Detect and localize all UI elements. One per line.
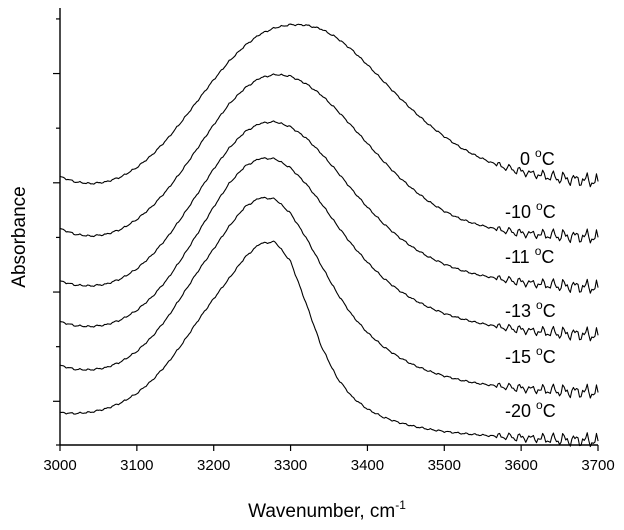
series-label-3: -13 oC xyxy=(505,298,556,321)
x-tick-label-3700: 3700 xyxy=(581,457,614,474)
series-label-degree-4: o xyxy=(536,344,543,358)
series-label-main-0: 0 xyxy=(520,149,535,169)
series-label-main-2: -11 xyxy=(505,247,535,267)
x-tick-label-3500: 3500 xyxy=(428,457,461,474)
series-label-degree-1: o xyxy=(536,199,543,213)
series-line-1 xyxy=(59,73,599,244)
series-label-unit-0: C xyxy=(542,149,555,169)
series-label-degree-3: o xyxy=(536,298,543,312)
series-label-degree-2: o xyxy=(535,244,542,258)
x-tick-label-3300: 3300 xyxy=(274,457,307,474)
x-tick-label-3000: 3000 xyxy=(43,457,76,474)
series-label-unit-5: C xyxy=(543,401,556,421)
series-line-5 xyxy=(59,240,599,448)
series-line-4 xyxy=(59,196,599,399)
y-axis-title: Absorbance xyxy=(9,186,30,287)
x-axis-title: Wavenumber, cm-1 xyxy=(248,498,406,522)
series-line-0 xyxy=(59,23,599,188)
ticks: 3000 3100 3200 3300 3400 3500 3600 3700 xyxy=(43,18,615,474)
x-axis-title-superscript: -1 xyxy=(395,498,406,512)
series-line-2 xyxy=(59,120,599,294)
series-label-unit-3: C xyxy=(543,301,556,321)
x-tick-label-3200: 3200 xyxy=(197,457,230,474)
series-label-1: -10 oC xyxy=(505,199,556,222)
series-line-3 xyxy=(59,157,599,342)
series-label-unit-2: C xyxy=(541,247,554,267)
series-label-4: -15 oC xyxy=(505,344,556,367)
series-label-5: -20 oC xyxy=(505,398,556,421)
series-label-2: -11 oC xyxy=(505,244,554,267)
x-tick-label-3100: 3100 xyxy=(120,457,153,474)
series-label-main-4: -15 xyxy=(505,347,536,367)
series-label-degree-0: o xyxy=(535,146,542,160)
x-tick-label-3400: 3400 xyxy=(351,457,384,474)
series-label-main-5: -20 xyxy=(505,401,536,421)
series-label-unit-4: C xyxy=(543,347,556,367)
labels: 0 oC-10 oC-11 oC-13 oC-15 oC-20 oC xyxy=(505,146,556,421)
axes xyxy=(59,8,598,446)
x-axis-title-main: Wavenumber, cm xyxy=(248,501,395,522)
series-label-main-3: -13 xyxy=(505,301,536,321)
series-label-main-1: -10 xyxy=(505,202,536,222)
x-tick-label-3600: 3600 xyxy=(504,457,537,474)
series-label-0: 0 oC xyxy=(520,146,555,169)
series-lines xyxy=(59,23,599,448)
series-label-unit-1: C xyxy=(543,202,556,222)
series-label-degree-5: o xyxy=(536,398,543,412)
